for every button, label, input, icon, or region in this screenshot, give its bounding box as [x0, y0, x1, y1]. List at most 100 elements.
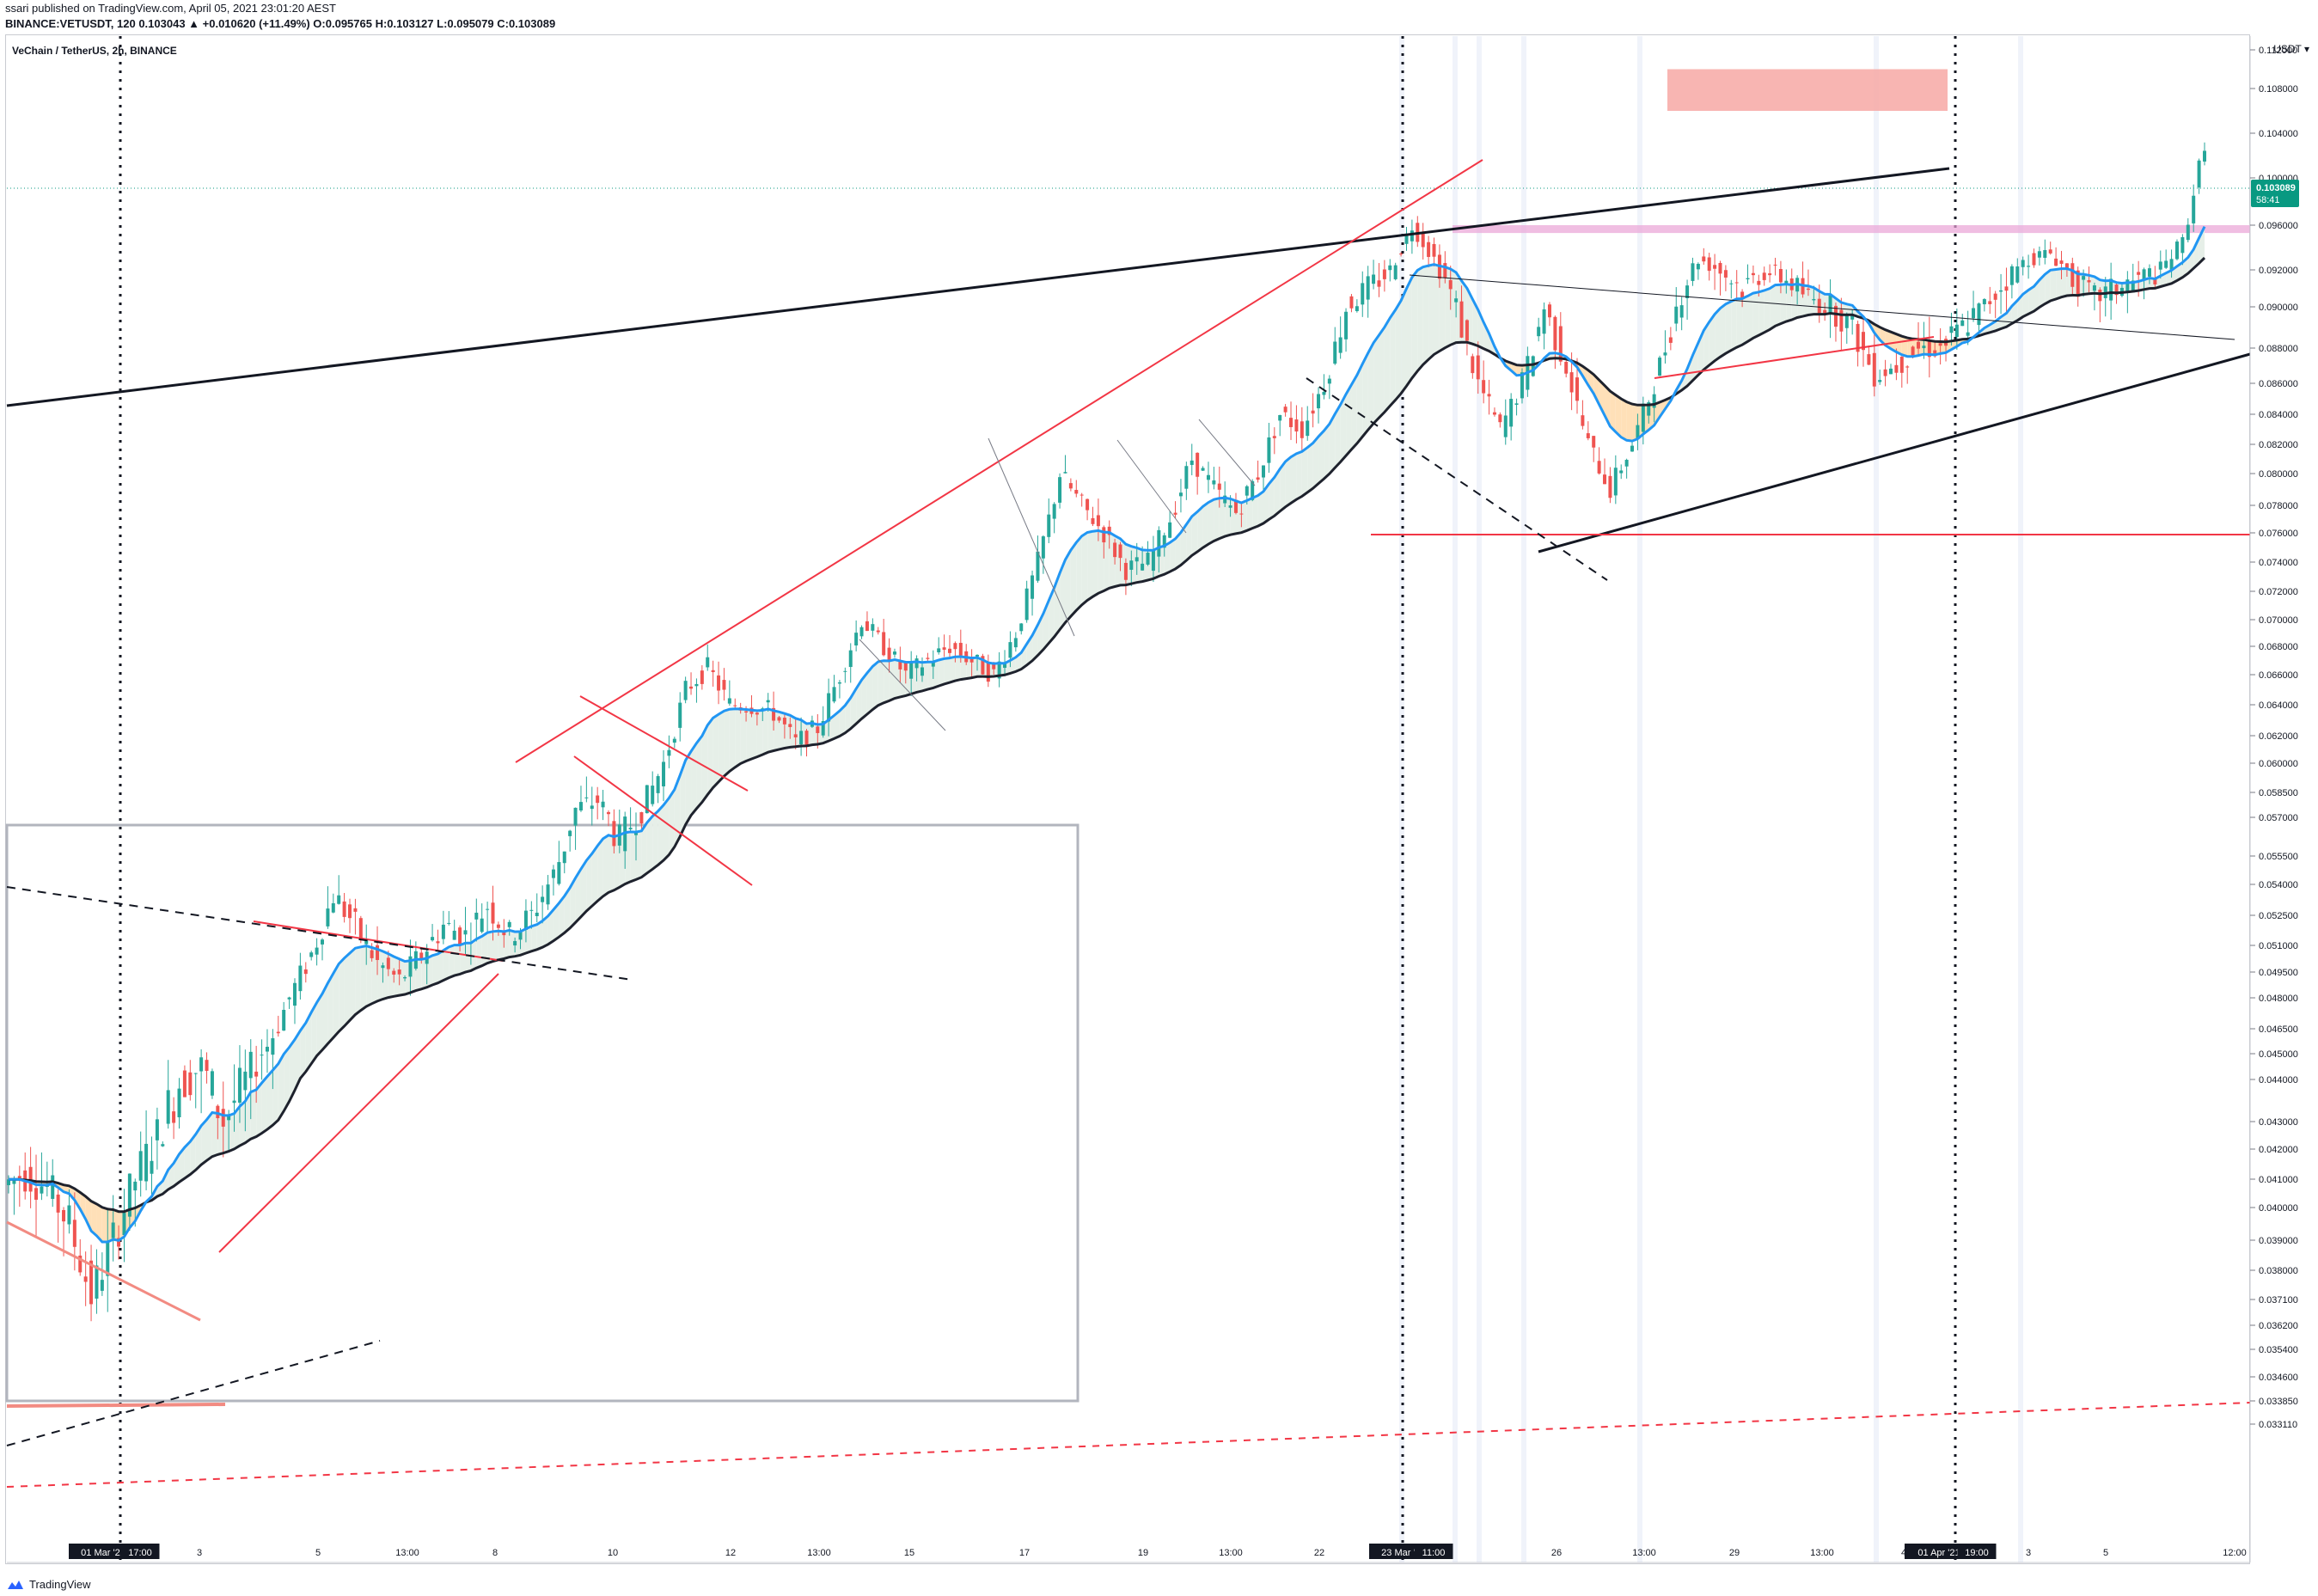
candle-body	[1850, 314, 1855, 320]
ema-cloud-segment	[443, 946, 450, 981]
currency-selector[interactable]: USDT ▾	[2273, 43, 2309, 55]
ema-cloud-segment	[1373, 334, 1379, 424]
ema-cloud-segment	[547, 909, 554, 945]
candle-body	[986, 662, 990, 682]
candle-body	[1223, 495, 1227, 504]
candle-body	[348, 904, 352, 919]
candle-body	[1751, 272, 1755, 276]
ema-cloud-segment	[305, 1012, 312, 1072]
ema-cloud-segment	[664, 798, 670, 861]
ema-cloud-segment	[1786, 284, 1792, 322]
ema-cloud-segment	[680, 760, 686, 837]
candle-body	[2059, 260, 2064, 264]
ema-cloud-segment	[834, 711, 840, 739]
time-tick-label: 13:00	[395, 1548, 419, 1558]
candle-body	[381, 965, 385, 969]
candle-body	[397, 969, 401, 975]
candle-body	[1096, 515, 1100, 527]
candle-body	[931, 661, 935, 667]
candle-body	[1233, 499, 1238, 513]
ema-cloud-segment	[1367, 342, 1374, 431]
candle-body	[1471, 356, 1475, 374]
ema-cloud-segment	[1351, 375, 1357, 449]
candle-body	[1349, 296, 1354, 309]
candle-body	[1558, 326, 1563, 362]
price-tick-label: 0.074000	[2259, 558, 2298, 568]
price-tick-label: 0.060000	[2259, 759, 2298, 769]
ema-cloud-segment	[729, 708, 736, 772]
candle-body	[662, 761, 666, 786]
price-tick-label: 0.068000	[2259, 642, 2298, 652]
ema-cloud-segment	[2193, 237, 2199, 269]
candle-body	[1581, 415, 1585, 426]
tradingview-logo-icon	[8, 1580, 23, 1589]
candle-body	[634, 833, 638, 835]
candle-body	[755, 712, 759, 715]
ema-cloud-segment	[371, 947, 378, 1004]
ema-cloud-segment	[2050, 269, 2057, 302]
candle-body	[1707, 257, 1711, 272]
ema-cloud-segment	[2089, 275, 2095, 294]
candle-body	[95, 1265, 99, 1299]
ema-cloud-segment	[1291, 453, 1297, 504]
long-trendline	[6, 167, 1950, 407]
candle-body	[2180, 236, 2185, 254]
candle-body	[199, 1057, 204, 1072]
candle-body	[133, 1181, 138, 1191]
ema-cloud-segment	[719, 711, 725, 782]
candle-body	[480, 918, 484, 933]
candle-body	[2158, 261, 2162, 270]
ema-cloud-segment	[939, 658, 945, 687]
ema-cloud-segment	[1164, 542, 1171, 575]
candle-body	[1674, 306, 1679, 324]
candle-body	[2131, 280, 2135, 293]
candle-body	[265, 1046, 269, 1052]
candle-body	[821, 721, 825, 736]
ema-cloud-segment	[553, 902, 560, 941]
candle-body	[1317, 394, 1321, 409]
ema-cloud-segment	[360, 945, 367, 1011]
candle-body	[1079, 494, 1084, 496]
ema-cloud-segment	[96, 1203, 102, 1243]
ema-cloud-segment	[646, 816, 653, 873]
candle-body	[1465, 320, 1469, 341]
ema-cloud-segment	[966, 657, 972, 679]
candle-body	[358, 918, 363, 939]
candle-body	[2186, 224, 2190, 241]
ema-cloud-segment	[751, 710, 757, 760]
candle-body	[1999, 290, 2003, 292]
candle-body	[1713, 265, 1717, 269]
ema-cloud-segment	[1511, 363, 1517, 376]
time-tick-label: 5	[315, 1548, 321, 1558]
ema-cloud-segment	[498, 931, 505, 960]
candle-body	[227, 1116, 231, 1121]
ema-cloud-segment	[1010, 657, 1016, 674]
candle-body	[111, 1222, 115, 1238]
ema-cloud-segment	[454, 945, 461, 976]
ema-cloud-segment	[2039, 274, 2046, 308]
candle-body	[1410, 230, 1414, 242]
time-tick-label: 01 Apr '21	[1917, 1548, 1960, 1558]
ema-cloud-segment	[933, 660, 939, 688]
candle-body	[992, 663, 996, 670]
ema-cloud-segment	[1390, 309, 1396, 407]
ema-cloud-segment	[229, 1113, 235, 1152]
candle-body	[596, 795, 600, 804]
candle-body	[1718, 262, 1722, 274]
candle-body	[1608, 475, 1612, 498]
ema-cloud-segment	[1703, 321, 1709, 370]
candle-body	[1008, 642, 1012, 658]
candle-body	[2082, 276, 2086, 280]
ema-cloud-segment	[179, 1147, 185, 1183]
ema-cloud-segment	[85, 1196, 92, 1232]
candle-body	[1146, 553, 1150, 565]
ema-cloud-segment	[850, 688, 857, 729]
ema-cloud-segment	[1715, 308, 1721, 361]
candle-body	[529, 909, 534, 911]
candle-body	[1668, 337, 1673, 343]
ema-cloud-segment	[272, 1063, 278, 1126]
tradingview-brand[interactable]: TradingView	[7, 1578, 91, 1591]
symbol-ohlc-line: BINANCE:VETUSDT, 120 0.103043 ▲ +0.01062…	[5, 17, 555, 30]
ema-cloud-segment	[586, 853, 592, 912]
